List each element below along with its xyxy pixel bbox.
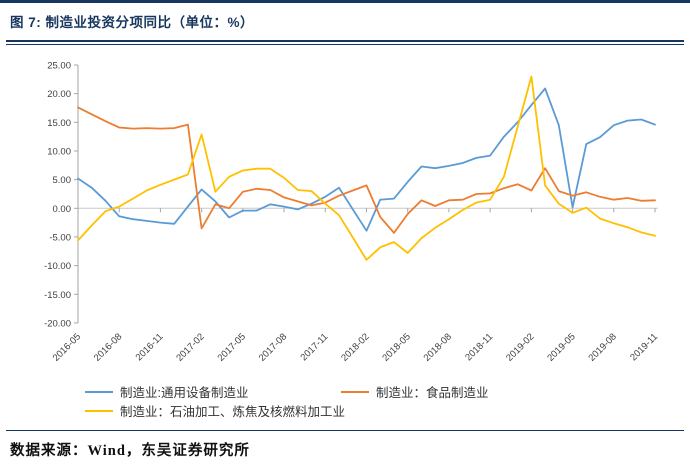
svg-text:2019-11: 2019-11 [628,331,660,363]
svg-text:2016-08: 2016-08 [92,331,124,363]
svg-text:2019-08: 2019-08 [586,331,618,363]
svg-text:2018-08: 2018-08 [422,331,454,363]
top-border [0,0,690,3]
title-divider [6,40,684,45]
svg-text:2017-08: 2017-08 [257,331,289,363]
legend-line-yellow-swatch [85,409,113,412]
svg-text:15.00: 15.00 [47,118,71,129]
legend-item-general-equipment: 制造业:通用设备制造业 [85,382,248,401]
legend-label: 制造业：食品制造业 [376,386,489,400]
footer-divider [6,430,684,431]
svg-text:0.00: 0.00 [53,204,72,215]
legend-line-blue-swatch [85,390,113,393]
svg-text:-5.00: -5.00 [49,232,71,243]
svg-text:25.00: 25.00 [47,61,71,72]
svg-text:2016-05: 2016-05 [51,331,83,363]
legend-label: 制造业：石油加工、炼焦及核燃料加工业 [120,405,346,419]
svg-text:2017-05: 2017-05 [216,331,248,363]
svg-text:5.00: 5.00 [53,175,72,186]
svg-text:20.00: 20.00 [47,89,71,100]
svg-text:2019-05: 2019-05 [545,331,577,363]
svg-text:2017-11: 2017-11 [298,331,330,363]
svg-text:-20.00: -20.00 [44,318,71,329]
data-source: 数据来源：Wind，东吴证券研究所 [10,443,250,459]
line-chart: 25.00 20.00 15.00 10.00 5.00 0.00 -5.00 -10.00 -… [44,61,660,364]
legend-item-food-manufacturing: 制造业：食品制造业 [341,382,489,401]
svg-text:2018-05: 2018-05 [380,331,412,363]
svg-text:2017-02: 2017-02 [174,331,206,363]
legend-line-orange-swatch [341,390,369,393]
svg-text:-10.00: -10.00 [44,261,71,272]
legend-item-petroleum-processing: 制造业：石油加工、炼焦及核燃料加工业 [85,401,345,420]
figure-title: 图 7: 制造业投资分项同比（单位：%） [10,15,255,30]
svg-text:2018-02: 2018-02 [339,331,371,363]
legend-label: 制造业:通用设备制造业 [120,386,249,400]
chart-legend: 制造业:通用设备制造业 制造业：食品制造业 制造业：石油加工、炼焦及核燃料加工业 [0,380,690,424]
svg-text:10.00: 10.00 [47,146,71,157]
svg-text:-15.00: -15.00 [44,290,71,301]
svg-text:2019-02: 2019-02 [504,331,536,363]
svg-text:2016-11: 2016-11 [134,331,166,363]
svg-text:2018-11: 2018-11 [463,331,495,363]
